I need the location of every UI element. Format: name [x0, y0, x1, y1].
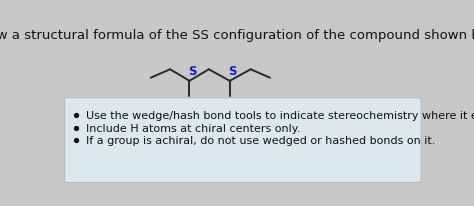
- Text: Include H atoms at chiral centers only.: Include H atoms at chiral centers only.: [86, 123, 300, 133]
- Text: Use the wedge/hash bond tools to indicate stereochemistry where it exists.: Use the wedge/hash bond tools to indicat…: [86, 111, 474, 121]
- Text: Draw a structural formula of the SS configuration of the compound shown below.: Draw a structural formula of the SS conf…: [0, 29, 474, 41]
- Text: If a group is achiral, do not use wedged or hashed bonds on it.: If a group is achiral, do not use wedged…: [86, 136, 435, 145]
- Text: S: S: [188, 65, 197, 78]
- FancyBboxPatch shape: [64, 98, 421, 183]
- Text: S: S: [228, 65, 237, 78]
